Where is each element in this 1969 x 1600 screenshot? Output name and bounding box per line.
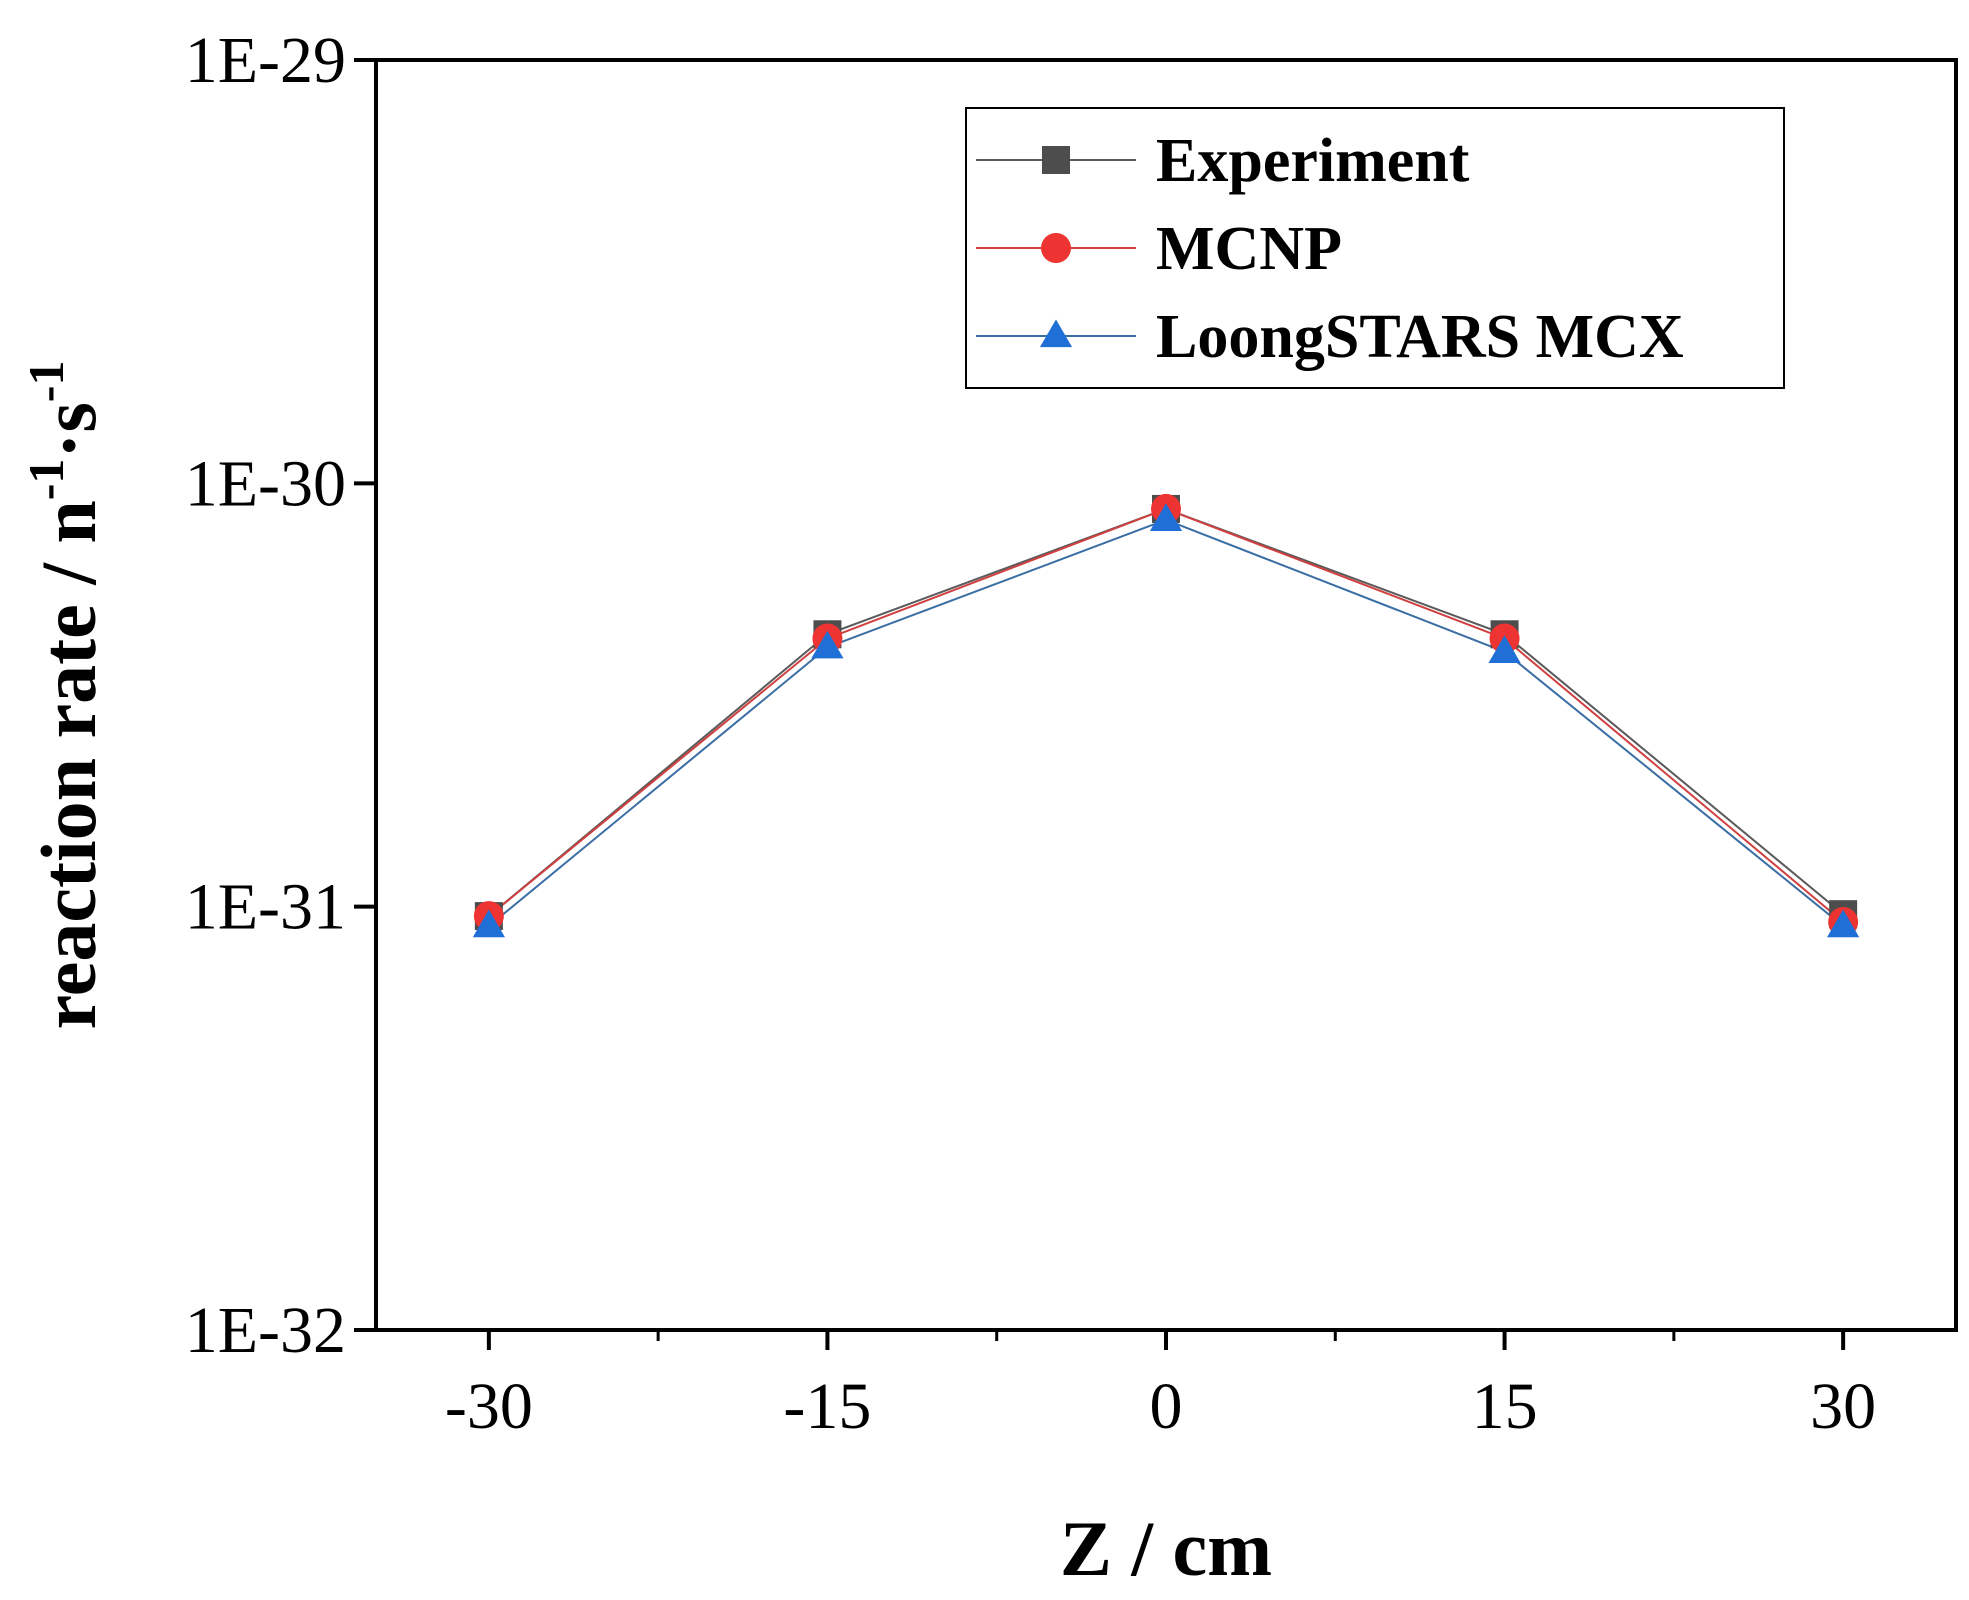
x-axis-title: Z / cm	[1060, 1505, 1272, 1592]
legend: Experiment MCNP LoongSTARS MCX	[965, 107, 1785, 389]
y-tick-label: 1E-32	[185, 1294, 346, 1367]
y-axis-title-main: reaction rate / n	[25, 500, 112, 1029]
legend-label-experiment: Experiment	[1156, 127, 1470, 195]
series-line-loongstars-mcx	[488, 518, 1844, 927]
y-tick-label: 1E-31	[185, 871, 346, 944]
legend-label-loongstars-mcx: LoongSTARS MCX	[1156, 303, 1684, 371]
y-axis-title-sup1: -1	[18, 459, 74, 501]
legend-marker-experiment	[1042, 146, 1070, 174]
legend-marker-mcnp	[1041, 233, 1071, 263]
data-point-loongstars-mcx	[472, 909, 505, 938]
x-tick-label: 15	[1472, 1370, 1538, 1443]
series-line-experiment	[488, 507, 1844, 917]
x-tick-label: -15	[783, 1370, 871, 1443]
data-point-loongstars-mcx	[811, 630, 844, 659]
legend-label-mcnp: MCNP	[1156, 215, 1342, 283]
data-point-loongstars-mcx	[1827, 909, 1860, 938]
x-tick-label: 30	[1810, 1370, 1876, 1443]
x-tick-label: -30	[445, 1370, 533, 1443]
y-axis-title: reaction rate / n-1·s-1	[18, 361, 112, 1030]
y-tick-label: 1E-29	[185, 24, 346, 97]
x-tick-label: 0	[1150, 1370, 1183, 1443]
x-axis: -30 -15 0 15 30	[445, 1330, 1876, 1443]
legend-marker-loongstars-mcx	[1039, 319, 1073, 348]
y-tick-label: 1E-30	[185, 447, 346, 520]
plot-area	[472, 493, 1860, 938]
y-axis-title-sup2: -1	[18, 361, 74, 403]
y-axis-title-mid: ·s	[25, 402, 112, 458]
series-line-mcnp	[488, 507, 1844, 923]
y-axis: 1E-32 1E-31 1E-30 1E-29	[185, 24, 376, 1367]
data-point-loongstars-mcx	[1149, 503, 1183, 531]
data-point-loongstars-mcx	[1488, 635, 1521, 663]
